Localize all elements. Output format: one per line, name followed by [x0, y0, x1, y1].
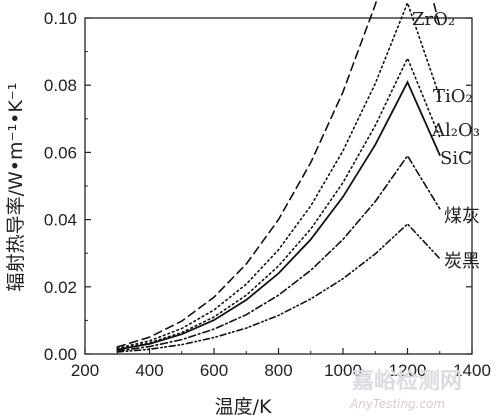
series-line-5 — [116, 222, 441, 353]
watermark-url: AnyTesting.com — [349, 397, 445, 411]
series-label-4: 煤灰 — [444, 206, 480, 227]
series-label-0: ZrO₂ — [412, 9, 455, 30]
plot-area-border — [84, 17, 473, 355]
series-line-4 — [116, 154, 441, 352]
x-tick-label: 400 — [135, 361, 163, 380]
series-line-3 — [116, 80, 441, 351]
y-tick-label: 0.10 — [44, 9, 77, 28]
y-tick-label: 0.06 — [44, 143, 77, 162]
series-line-0 — [116, 0, 441, 348]
x-axis-ticks: 200 400 600 800 1000 1200 1400 — [71, 348, 491, 380]
x-tick-label: 1400 — [453, 361, 491, 380]
series-label-1: TiO₂ — [433, 86, 473, 107]
x-tick-label: 200 — [71, 361, 99, 380]
series-label-3: SiC — [440, 148, 472, 169]
series-line-2 — [116, 56, 441, 351]
plot-frame — [84, 17, 473, 355]
y-tick-label: 0.08 — [44, 76, 77, 95]
series-line-1 — [116, 0, 441, 350]
x-tick-label: 1000 — [324, 361, 362, 380]
x-tick-label: 600 — [200, 361, 228, 380]
y-axis-title: 辐射热导率/W•m⁻¹•K⁻¹ — [5, 83, 27, 292]
y-tick-label: 0.02 — [44, 278, 77, 297]
series-label-5: 炭黑 — [444, 251, 480, 272]
series-label-2: Al₂O₃ — [431, 120, 480, 141]
y-axis-ticks: 0.00 0.02 0.04 0.06 0.08 0.10 — [44, 9, 472, 364]
series-lines — [116, 0, 441, 353]
y-tick-label: 0.04 — [44, 211, 77, 230]
x-tick-label: 800 — [264, 361, 292, 380]
watermark-cn: 嘉峪检测网 — [352, 368, 462, 394]
x-tick-label: 1200 — [389, 361, 427, 380]
y-tick-label: 0.00 — [44, 345, 77, 364]
x-axis-title: 温度/K — [215, 396, 272, 418]
